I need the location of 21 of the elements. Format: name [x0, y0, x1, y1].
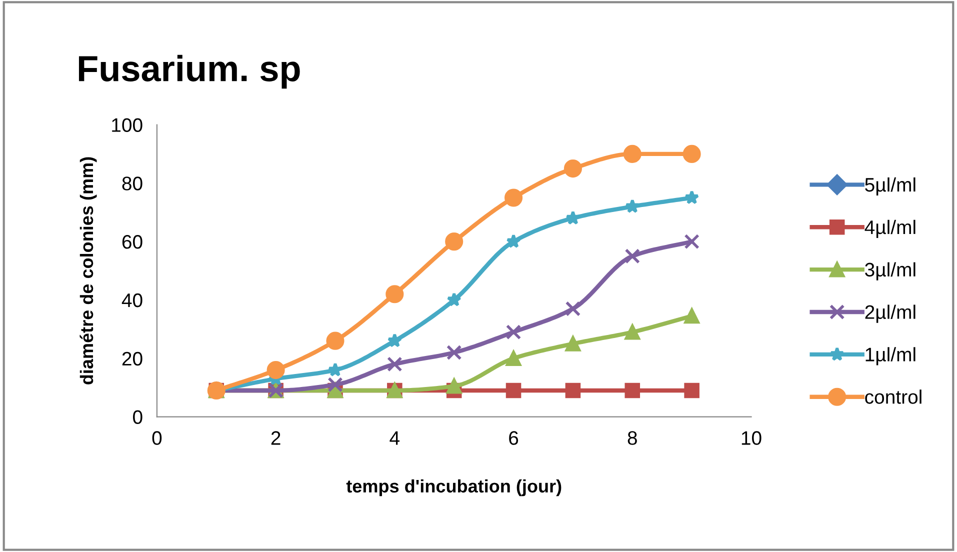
legend-label: 1µl/ml [866, 347, 916, 366]
y-axis-title: diamétre de colonies (mm) [80, 157, 97, 384]
y-tick-label: 20 [122, 352, 142, 366]
x-tick-label: 0 [152, 431, 162, 445]
x-tick-label: 6 [509, 431, 518, 445]
x-axis-title: temps d'incubation (jour) [346, 479, 562, 496]
legend-label: 3µl/ml [865, 262, 916, 280]
y-tick-label: 60 [122, 235, 142, 249]
legend-label: 4µl/ml [864, 220, 916, 238]
x-tick-label: 8 [628, 431, 637, 445]
y-tick-label: 100 [112, 118, 142, 132]
legend-label: 2µl/ml [865, 304, 916, 323]
x-tick-label: 10 [742, 431, 762, 445]
x-tick-label: 4 [390, 431, 400, 445]
chart-title: Fusarium. sp [78, 54, 300, 89]
y-tick-label: 40 [122, 293, 142, 308]
legend-label: control [865, 390, 922, 404]
x-tick-label: 2 [271, 431, 280, 445]
y-tick-label: 80 [122, 176, 142, 190]
legend-label: 5µl/ml [865, 177, 916, 196]
y-tick-label: 0 [133, 410, 142, 424]
